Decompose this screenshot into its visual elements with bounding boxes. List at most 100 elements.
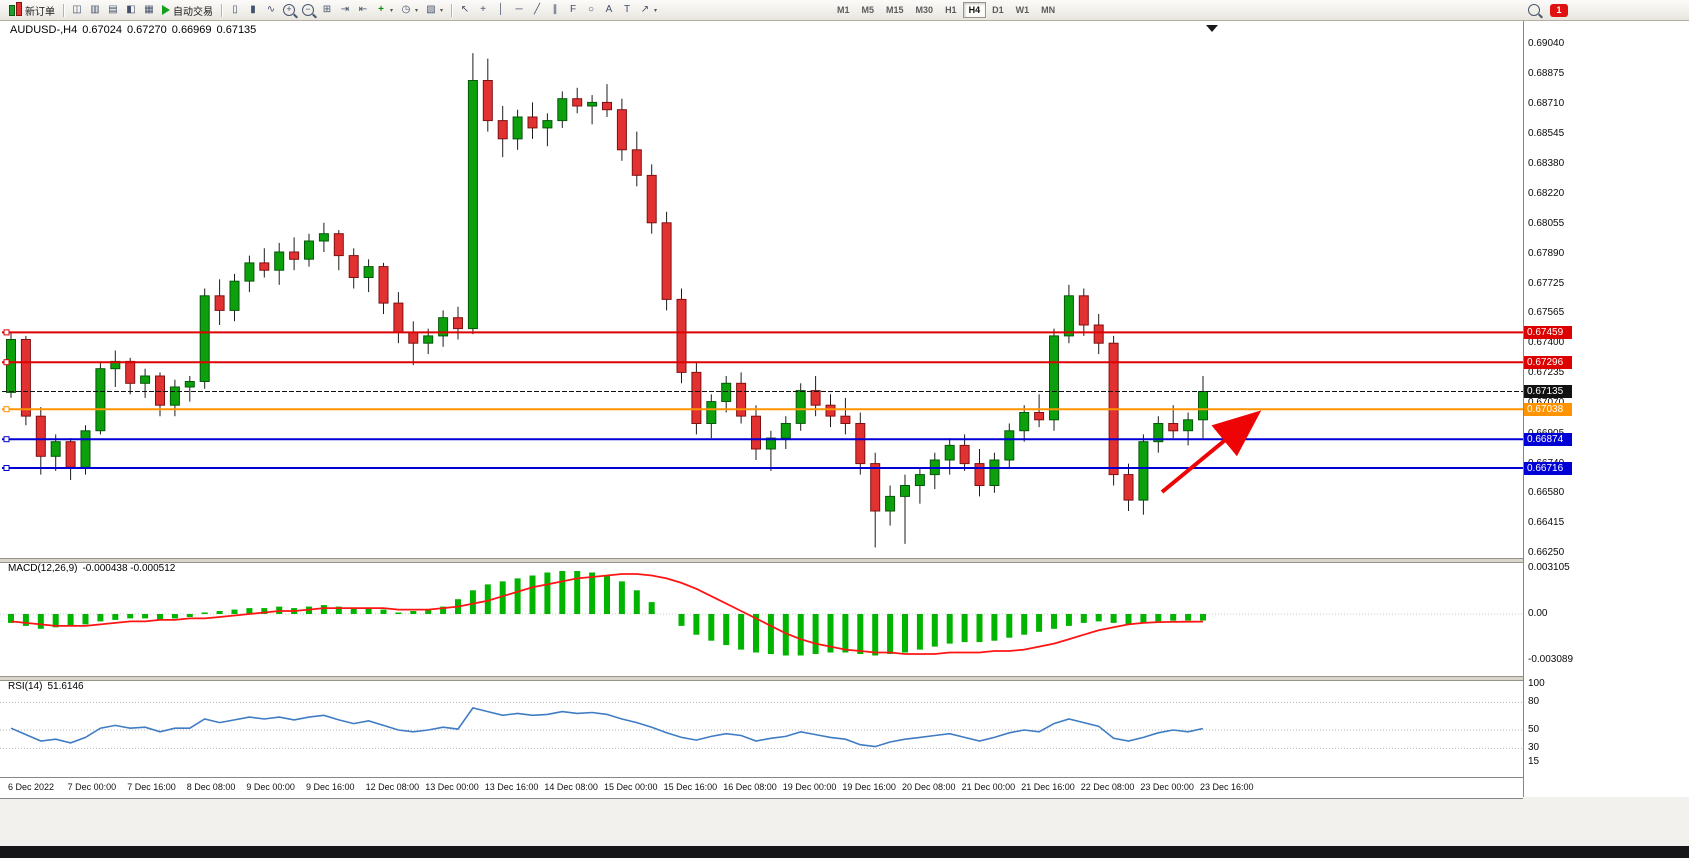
bear-candle xyxy=(631,149,642,176)
time-axis-label: 19 Dec 00:00 xyxy=(782,782,837,792)
timeframe-mn[interactable]: MN xyxy=(1035,2,1061,18)
time-axis-label: 12 Dec 08:00 xyxy=(365,782,420,792)
market-watch-icon[interactable]: ▥ xyxy=(90,4,100,15)
terminal-icon[interactable]: ▦ xyxy=(144,4,154,15)
autotrading-button[interactable]: 自动交易 xyxy=(158,1,217,19)
time-axis[interactable]: 6 Dec 2022 7 Dec 00:00 7 Dec 16:00 8 Dec 08… xyxy=(0,777,1523,799)
trendline-icon[interactable]: ╱ xyxy=(533,4,541,15)
level-price-tag: 0.67296 xyxy=(1524,355,1572,369)
bull-candle xyxy=(363,266,374,279)
bear-candle xyxy=(125,360,136,384)
timeframe-d1[interactable]: D1 xyxy=(986,2,1010,18)
bull-candle xyxy=(512,116,523,140)
zoom-in-icon[interactable]: + xyxy=(283,4,295,16)
arrows-dropdown-icon[interactable]: ▾ xyxy=(654,7,658,14)
auto-scroll-icon[interactable]: ⇥ xyxy=(340,4,350,15)
time-axis-label: 6 Dec 2022 xyxy=(8,782,55,792)
tile-windows-icon[interactable]: ⊞ xyxy=(322,4,332,15)
bear-candle xyxy=(661,222,672,300)
bull-candle xyxy=(318,233,329,242)
chart-shift-icon[interactable]: ⇤ xyxy=(358,4,368,15)
autotrading-play-icon xyxy=(162,5,170,15)
navigator-icon[interactable]: ◧ xyxy=(126,4,136,15)
price-scale[interactable]: 0.69040 0.68875 0.68710 0.68545 0.68380 0.682… xyxy=(1523,20,1689,797)
price-scale-tick: 0.68380 xyxy=(1528,158,1565,170)
workspace-background xyxy=(0,797,1689,846)
periods-icon[interactable]: ◷ xyxy=(401,4,411,15)
bear-candle xyxy=(214,295,225,311)
bear-candle xyxy=(333,233,344,257)
rsi-panel-divider[interactable] xyxy=(0,676,1523,681)
notification-badge[interactable]: 1 xyxy=(1550,3,1568,17)
bear-candle xyxy=(155,375,165,406)
line-chart-icon[interactable]: ∿ xyxy=(266,4,276,15)
bear-candle xyxy=(482,80,493,122)
time-axis-label: 13 Dec 16:00 xyxy=(484,782,539,792)
crosshair-icon[interactable]: + xyxy=(480,4,486,15)
price-scale-tick: 0.68220 xyxy=(1528,187,1565,199)
rsi-value: 51.6146 xyxy=(47,681,84,692)
rsi-panel-canvas[interactable] xyxy=(0,679,1523,777)
chart-shift-marker-icon[interactable] xyxy=(1206,25,1218,32)
shapes-icon[interactable]: ○ xyxy=(587,4,595,15)
macd-panel-divider[interactable] xyxy=(0,558,1523,563)
timeframe-h4[interactable]: H4 xyxy=(962,2,987,18)
bull-candle xyxy=(1183,419,1194,432)
macd-scale-tick: 0.00 xyxy=(1528,608,1548,619)
bull-candle xyxy=(765,437,776,450)
price-chart-canvas[interactable] xyxy=(0,20,1523,558)
level-line-handle[interactable] xyxy=(3,329,10,336)
text-label-icon[interactable]: T xyxy=(623,4,631,15)
channel-icon[interactable]: ∥ xyxy=(552,4,558,15)
bear-candle xyxy=(497,120,508,140)
price-scale-tick: 0.69040 xyxy=(1528,38,1565,49)
level-line-handle[interactable] xyxy=(3,359,10,366)
indicators-icon[interactable]: + xyxy=(378,4,384,15)
horizontal-line-icon[interactable]: ─ xyxy=(515,4,523,15)
vertical-line-icon[interactable]: │ xyxy=(497,4,505,15)
bull-candle xyxy=(721,382,732,402)
fibonacci-icon[interactable]: F xyxy=(569,4,577,15)
timeframe-w1[interactable]: W1 xyxy=(1010,2,1036,18)
annotation-arrow[interactable] xyxy=(1160,410,1262,494)
candlestick-chart-icon[interactable]: ▮ xyxy=(250,4,256,15)
bull-candle xyxy=(885,495,896,512)
new-order-icon xyxy=(8,2,22,16)
timeframe-m1[interactable]: M1 xyxy=(831,2,856,18)
timeframe-m5[interactable]: M5 xyxy=(856,2,881,18)
level-line-handle[interactable] xyxy=(3,406,10,413)
time-axis-label: 15 Dec 16:00 xyxy=(663,782,718,792)
search-icon[interactable] xyxy=(1528,4,1540,16)
timeframe-h1[interactable]: H1 xyxy=(939,2,963,18)
time-axis-label: 20 Dec 08:00 xyxy=(902,782,956,792)
rsi-scale-tick: 30 xyxy=(1528,742,1540,754)
text-icon[interactable]: A xyxy=(605,4,613,15)
time-axis-label: 21 Dec 00:00 xyxy=(961,782,1016,792)
arrows-icon[interactable]: ↗ xyxy=(640,4,650,15)
timeframe-m15[interactable]: M15 xyxy=(880,2,910,18)
bear-candle xyxy=(810,390,821,406)
data-window-icon[interactable]: ▤ xyxy=(108,4,118,15)
zoom-out-icon[interactable]: − xyxy=(302,4,314,16)
bear-candle xyxy=(1034,412,1045,421)
chart-tools-group: ▯ ▮ ∿ + − ⊞ ⇥ ⇤ + ▾ ◷ ▾ ▧ ▾ xyxy=(226,2,447,18)
level-price-tag: 0.67459 xyxy=(1524,325,1572,339)
timeframe-m30[interactable]: M30 xyxy=(910,2,940,18)
periods-dropdown-icon[interactable]: ▾ xyxy=(415,7,419,14)
templates-icon[interactable]: ▧ xyxy=(426,4,436,15)
bar-chart-icon[interactable]: ▯ xyxy=(232,4,238,15)
bull-candle xyxy=(304,240,314,260)
macd-panel-canvas[interactable] xyxy=(0,561,1523,676)
level-line-handle[interactable] xyxy=(3,436,10,443)
price-scale-tick: 0.68055 xyxy=(1528,217,1565,229)
new-order-button[interactable]: 新订单 xyxy=(4,1,59,19)
rsi-name: RSI(14) xyxy=(8,681,43,692)
cursor-icon[interactable]: ↖ xyxy=(460,4,470,15)
profiles-icon[interactable]: ◫ xyxy=(72,4,82,15)
level-line-handle[interactable] xyxy=(3,465,10,471)
templates-dropdown-icon[interactable]: ▾ xyxy=(440,7,444,14)
indicators-dropdown-icon[interactable]: ▾ xyxy=(390,7,394,14)
open-value: 0.67024 xyxy=(82,24,122,36)
level-price-tag: 0.67038 xyxy=(1524,402,1572,416)
bear-candle xyxy=(348,255,359,279)
